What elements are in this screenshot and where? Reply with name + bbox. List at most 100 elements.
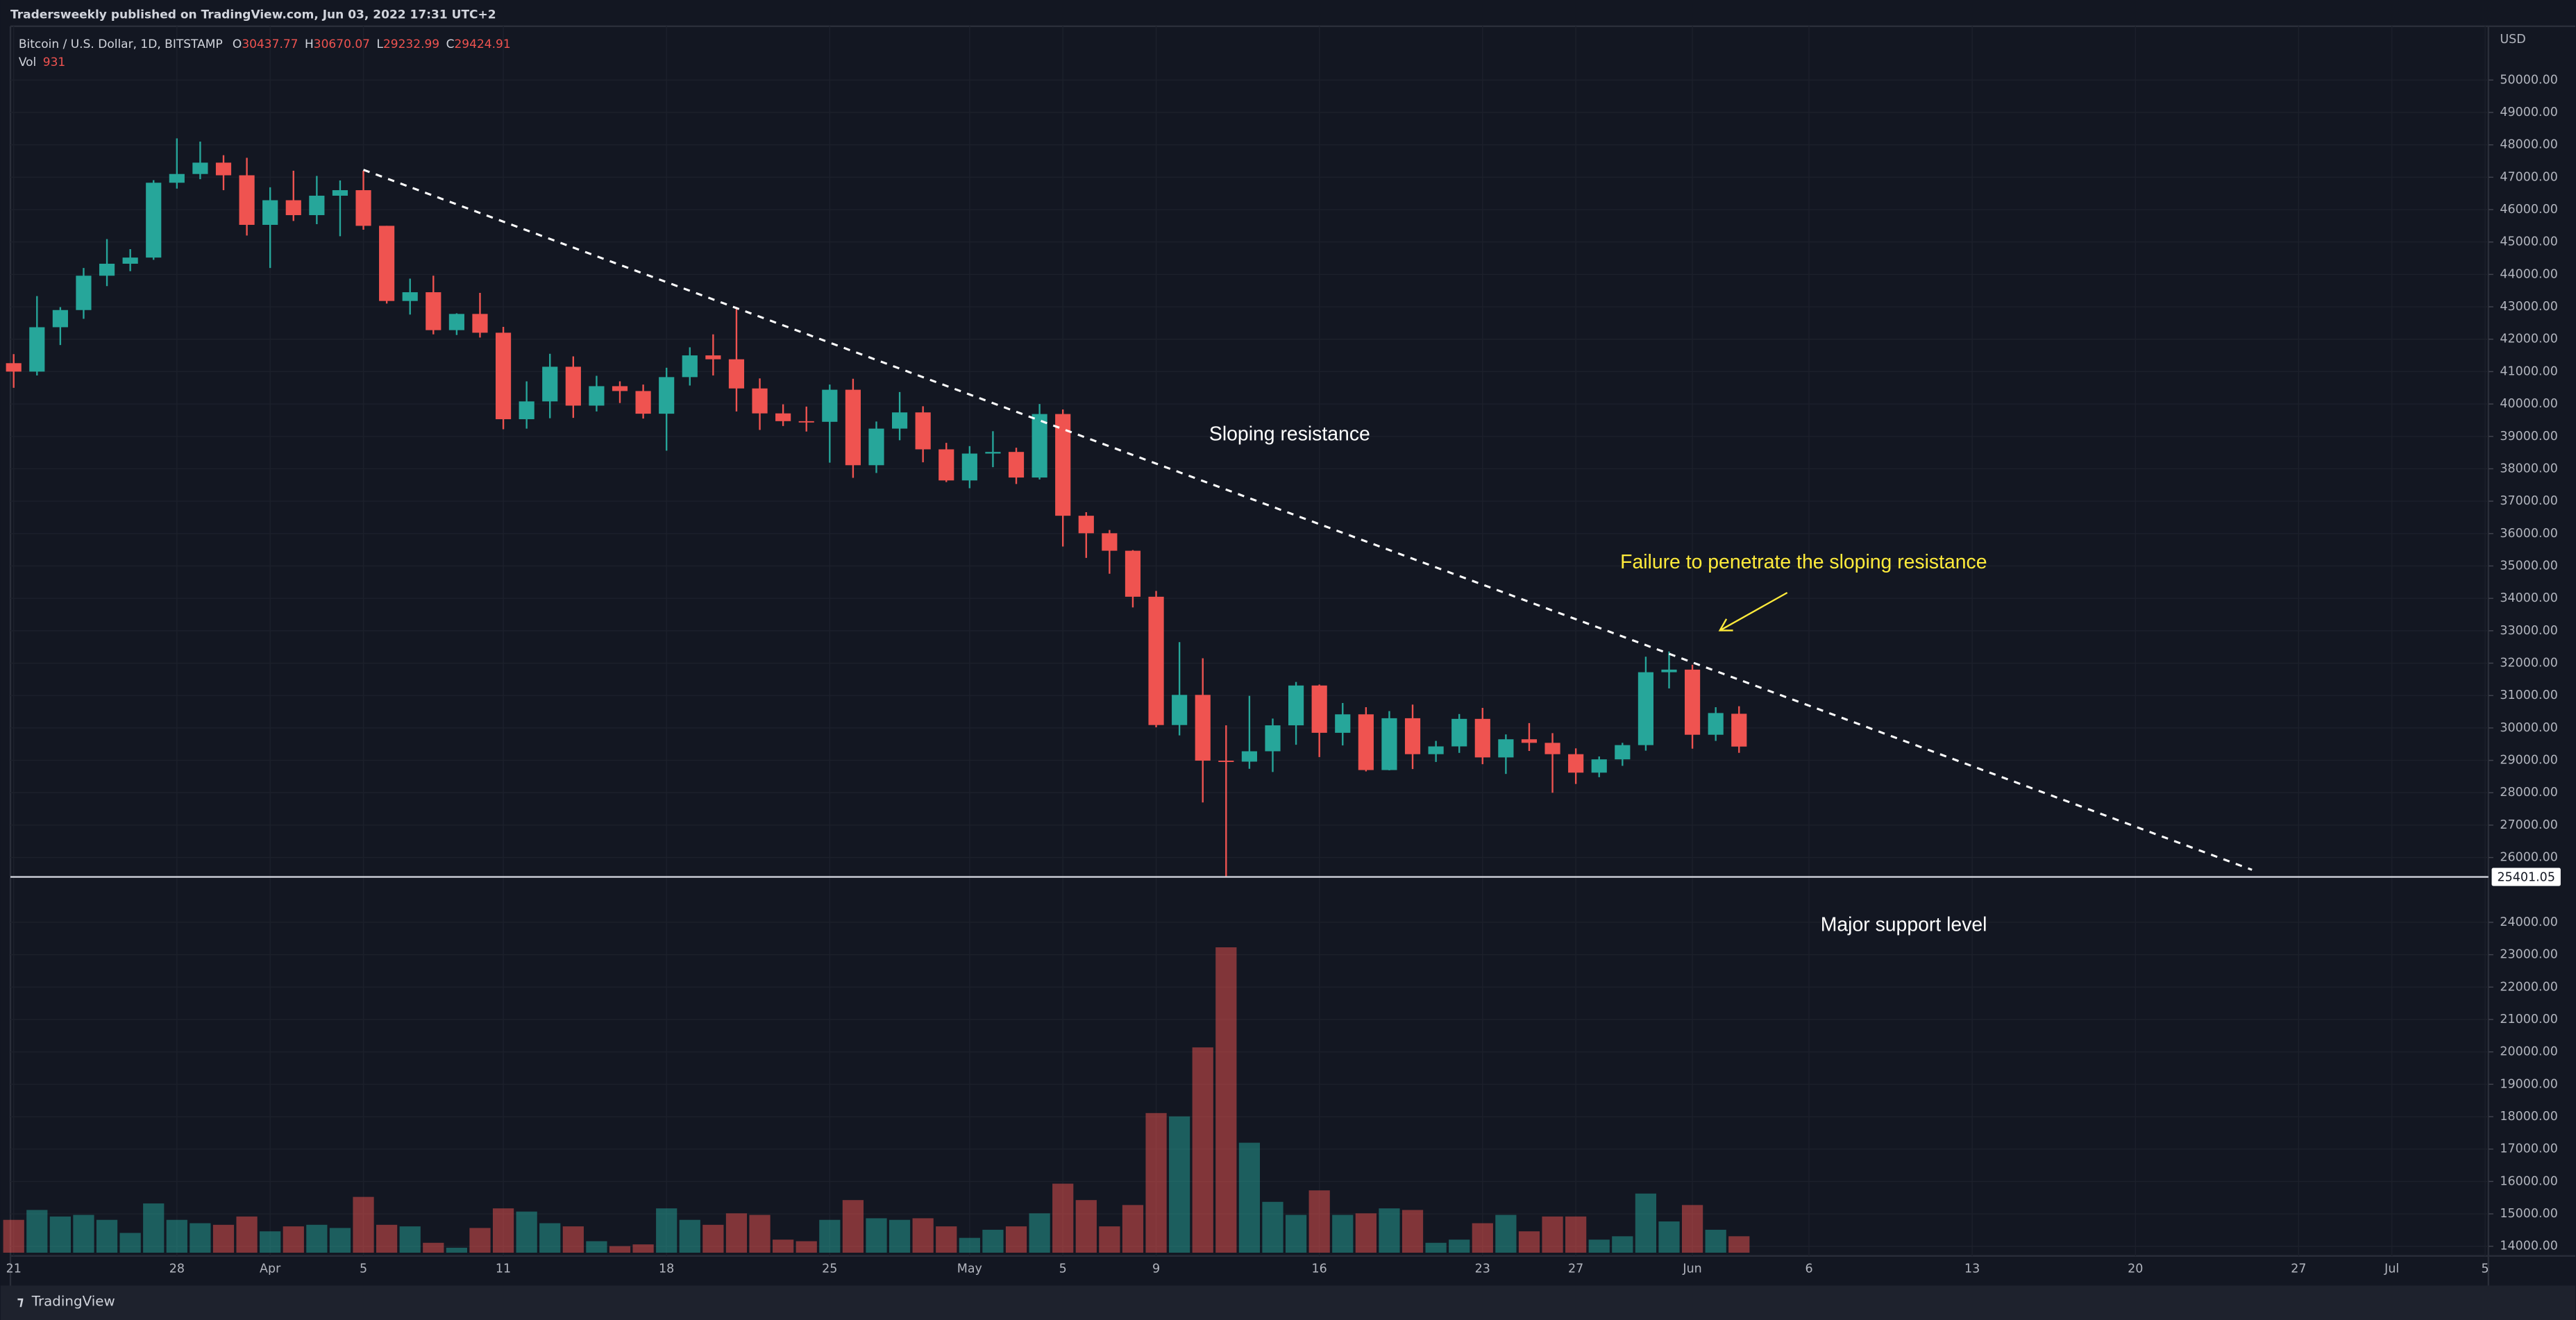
y-tick-label: 49000.00 (2500, 105, 2558, 119)
legend-key: L (376, 37, 383, 51)
x-tick-label: 21 (6, 1262, 22, 1276)
candle-body (472, 314, 488, 333)
y-tick-label: 48000.00 (2500, 138, 2558, 152)
candle-body (1591, 759, 1607, 773)
y-tick-label: 21000.00 (2500, 1013, 2558, 1026)
volume-bar (819, 1219, 841, 1253)
x-tick-label: 11 (496, 1262, 511, 1276)
candle-body (1428, 746, 1444, 754)
volume-bar (866, 1218, 887, 1253)
y-tick-label: 42000.00 (2500, 332, 2558, 346)
volume-bar (1099, 1226, 1120, 1253)
volume-bar (1379, 1208, 1400, 1253)
symbol-label: Bitcoin / U.S. Dollar, 1D, BITSTAMP (19, 37, 223, 51)
volume-bar (1472, 1223, 1493, 1253)
volume-bar (586, 1241, 607, 1253)
candle-body (705, 355, 721, 359)
annotation: Failure to penetrate the sloping resista… (1620, 551, 1987, 573)
candle-body (285, 200, 301, 215)
volume-bar (1029, 1213, 1050, 1253)
legend-value: 30670.07 (314, 37, 370, 51)
volume-bar (1495, 1215, 1517, 1253)
volume-bar (1565, 1216, 1587, 1253)
volume-bar (1052, 1183, 1074, 1253)
x-tick-label: 28 (169, 1262, 185, 1276)
volume-bar (190, 1223, 211, 1253)
brand-logo-mark: ⁊ (17, 1294, 24, 1309)
volume-bar (889, 1219, 911, 1253)
y-tick-label: 45000.00 (2500, 235, 2558, 249)
x-tick-label: 27 (2291, 1262, 2306, 1276)
candle-body (76, 276, 92, 310)
volume-bar (1122, 1205, 1144, 1253)
legend-key: O (233, 37, 242, 51)
candle-body (426, 292, 441, 330)
candle-body (519, 401, 534, 420)
volume-bar (1285, 1215, 1307, 1253)
y-tick-label: 29000.00 (2500, 754, 2558, 768)
volume-bar (1635, 1193, 1657, 1253)
candle-body (192, 162, 208, 174)
y-tick-label: 33000.00 (2500, 624, 2558, 638)
candle-body (682, 355, 698, 378)
candle-body (215, 162, 232, 176)
volume-bar (492, 1208, 514, 1253)
x-tick-label: Jun (1682, 1262, 1701, 1276)
y-tick-label: 23000.00 (2500, 948, 2558, 962)
candle-body (1451, 718, 1467, 747)
candle-body (1288, 685, 1304, 726)
y-tick-label: 37000.00 (2500, 494, 2558, 508)
y-tick-label: 18000.00 (2500, 1110, 2558, 1124)
footer-bar (0, 1285, 2576, 1320)
x-tick-label: 6 (1805, 1262, 1812, 1276)
volume-bar (26, 1210, 48, 1253)
candle-body (1241, 751, 1257, 762)
volume-bar (329, 1228, 351, 1253)
candle-body (565, 366, 581, 406)
x-tick-label: 16 (1312, 1262, 1327, 1276)
candle-body (1032, 414, 1047, 478)
candle-body (798, 421, 814, 423)
candle-body (752, 388, 768, 414)
annotation-arrow (1719, 591, 1788, 632)
volume-bar (725, 1213, 748, 1253)
legend-value: 29232.99 (383, 37, 439, 51)
candle-body (1498, 739, 1514, 758)
annotation: Major support level (1821, 914, 1987, 936)
volume-bar (1238, 1142, 1261, 1253)
candle-body (891, 412, 908, 429)
x-tick-label: 18 (659, 1262, 674, 1276)
volume-bar (1658, 1221, 1680, 1253)
candle-body (612, 386, 628, 391)
y-tick-label: 27000.00 (2500, 818, 2558, 832)
candle-body (99, 263, 115, 276)
legend-value: 29424.91 (454, 37, 510, 51)
volume-bar (376, 1224, 398, 1253)
annotation: Sloping resistance (1209, 423, 1370, 445)
candle-body (495, 332, 512, 420)
candle-body (1195, 695, 1211, 761)
volume-bar (936, 1226, 957, 1253)
candle-body (1335, 714, 1351, 733)
volume-bar (353, 1196, 374, 1253)
y-tick-label: 14000.00 (2500, 1239, 2558, 1253)
candle-body (122, 257, 138, 264)
candle-body (1685, 669, 1701, 735)
candle-body (379, 226, 395, 301)
candle-body (29, 327, 45, 372)
y-tick-label: 47000.00 (2500, 170, 2558, 184)
candle-body (1265, 725, 1281, 752)
candle-body (6, 363, 22, 372)
candle-body (239, 175, 255, 225)
candle-body (52, 310, 68, 328)
candle-body (1218, 761, 1234, 762)
volume-bar (306, 1224, 328, 1253)
y-tick-label: 30000.00 (2500, 721, 2558, 735)
volume-bar (1588, 1239, 1610, 1253)
candle-body (659, 377, 675, 414)
y-tick-label: 20000.00 (2500, 1045, 2558, 1059)
candle-body (1474, 718, 1490, 758)
brand: TradingView (31, 1293, 115, 1309)
volume-bar (1401, 1210, 1424, 1253)
